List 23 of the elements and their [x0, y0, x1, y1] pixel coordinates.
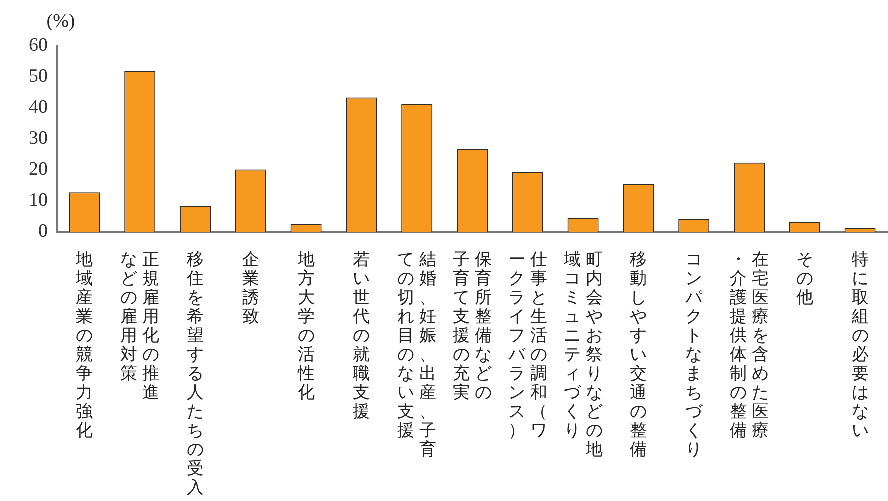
category-label: コンパクトなまちづくり — [686, 250, 703, 459]
y-tick-label: 50 — [29, 66, 48, 87]
x-tick-label: その他 — [796, 250, 814, 307]
x-tick-label: 企業誘致 — [242, 250, 260, 326]
category-label: 仕事と生活の調和（ワークライフバランス） — [508, 250, 548, 440]
category-label: 若い世代の就職支援 — [353, 250, 370, 421]
category-label: 移動しやすい交通の整備 — [630, 250, 648, 459]
y-axis-title: (%) — [46, 10, 76, 32]
category-label: 正規雇用化の推進などの雇用対策 — [120, 250, 160, 402]
category-label: 町内会やお祭りなどの地域コミュニティづくり — [564, 250, 603, 459]
y-tick-label: 10 — [29, 190, 48, 211]
category-label: 結婚、妊娠、出産、子育ての切れ目のない支援 — [398, 250, 437, 459]
category-label: 移住を希望する人たちの受入 — [187, 250, 204, 497]
category-label: 在宅医療を含めた医療・介護提供体制の整備 — [730, 250, 769, 440]
x-tick-label: 地方大学の活性化 — [298, 250, 315, 402]
y-tick-label: 60 — [29, 34, 48, 56]
category-label: 保育所整備などの子育て支援の充実 — [453, 250, 492, 402]
category-label: 地域産業の競争力強化 — [76, 250, 94, 440]
category-label: 特に取組の必要はない — [852, 250, 869, 440]
y-tick-label: 0 — [38, 220, 48, 242]
y-tick-label: 40 — [29, 96, 48, 118]
y-tick-label: 30 — [29, 128, 48, 149]
y-tick-label: 20 — [29, 158, 48, 180]
